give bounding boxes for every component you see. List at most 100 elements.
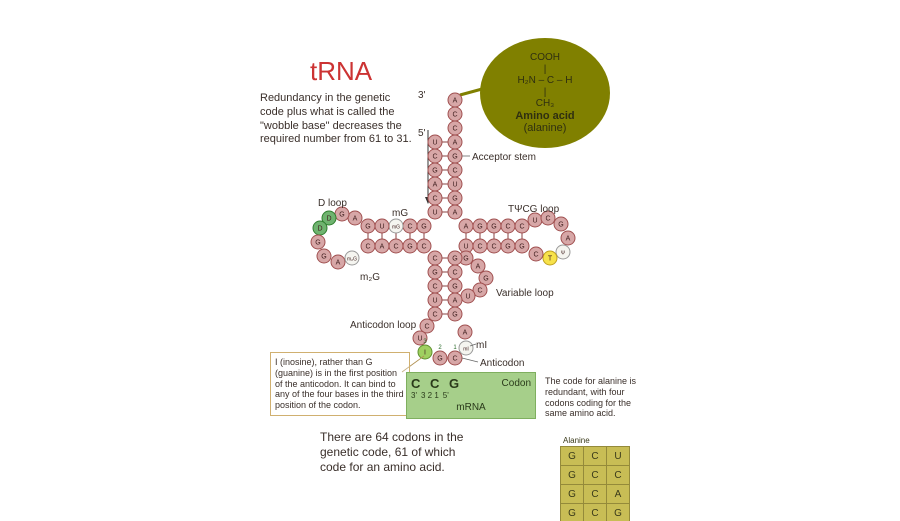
svg-text:G: G	[452, 154, 457, 161]
mg-label: mG	[392, 208, 408, 219]
codon-cell: G	[561, 466, 584, 485]
codon-table-title: Alanine	[563, 436, 590, 445]
svg-text:G: G	[491, 224, 496, 231]
diagram-title: tRNA	[310, 56, 372, 87]
codon-positions: 3 2 1	[421, 391, 439, 400]
mi-label: mI	[476, 340, 487, 351]
amino-formula-3: H₂N – C – H	[517, 75, 572, 87]
svg-text:C: C	[393, 244, 398, 251]
amino-sub: (alanine)	[524, 122, 567, 134]
svg-text:C: C	[452, 112, 457, 119]
svg-text:C: C	[424, 324, 429, 331]
codon-cell: G	[607, 504, 630, 521]
svg-text:C: C	[432, 284, 437, 291]
codon-cell: U	[607, 447, 630, 466]
mrna-5prime: 5'	[443, 391, 449, 400]
svg-text:A: A	[353, 216, 358, 223]
five-prime-label: 5'	[418, 128, 425, 139]
svg-text:C: C	[452, 126, 457, 133]
svg-text:A: A	[566, 236, 571, 243]
svg-text:C: C	[519, 224, 524, 231]
svg-text:C: C	[407, 224, 412, 231]
svg-text:G: G	[452, 196, 457, 203]
inosine-note-box: I (inosine), rather than G (guanine) is …	[270, 352, 410, 416]
svg-text:C: C	[432, 256, 437, 263]
svg-text:Ψ: Ψ	[561, 251, 565, 257]
svg-text:G: G	[463, 256, 468, 263]
codon-label: Codon	[502, 378, 531, 389]
codon-cell: C	[584, 466, 607, 485]
redundancy-text: Redundancy in the genetic code plus what…	[260, 92, 415, 147]
svg-text:C: C	[365, 244, 370, 251]
svg-text:G: G	[407, 244, 412, 251]
amino-name: Amino acid	[515, 110, 574, 122]
svg-text:A: A	[453, 210, 458, 217]
svg-text:U: U	[463, 244, 468, 251]
variable-loop-label: Variable loop	[496, 288, 554, 299]
svg-text:U: U	[379, 224, 384, 231]
amino-formula-5: CH₃	[536, 98, 555, 110]
svg-text:G: G	[558, 222, 563, 229]
svg-text:A: A	[453, 140, 458, 147]
svg-text:A: A	[336, 260, 341, 267]
mrna-codon-bases: C C G	[411, 376, 462, 391]
tpsicg-loop-label: TΨCG loop	[508, 204, 559, 215]
svg-text:G: G	[452, 256, 457, 263]
codon-table: GCUGCCGCAGCG	[560, 446, 630, 521]
svg-text:C: C	[505, 224, 510, 231]
m2g-label: m₂G	[360, 272, 380, 283]
svg-text:G: G	[452, 284, 457, 291]
svg-text:G: G	[477, 224, 482, 231]
svg-text:G: G	[483, 276, 488, 283]
svg-text:G: G	[365, 224, 370, 231]
svg-text:G: G	[432, 168, 437, 175]
svg-text:G: G	[421, 224, 426, 231]
mrna-box: C C G Codon 3' 3 2 1 5' mRNA	[406, 372, 536, 419]
codon-cell: C	[607, 466, 630, 485]
svg-text:G: G	[437, 356, 442, 363]
d-loop-label: D loop	[318, 198, 347, 209]
svg-text:C: C	[477, 288, 482, 295]
svg-text:A: A	[476, 264, 481, 271]
svg-text:C: C	[432, 196, 437, 203]
svg-text:C: C	[491, 244, 496, 251]
svg-text:G: G	[339, 212, 344, 219]
svg-text:A: A	[453, 98, 458, 105]
amino-acid-bubble: COOH | H₂N – C – H | CH₃ Amino acid (ala…	[480, 38, 610, 148]
svg-text:C: C	[432, 312, 437, 319]
svg-text:T: T	[548, 256, 553, 263]
codon-cell: G	[561, 447, 584, 466]
svg-text:1: 1	[453, 345, 457, 351]
svg-text:G: G	[452, 312, 457, 319]
svg-text:C: C	[477, 244, 482, 251]
svg-text:G: G	[432, 270, 437, 277]
svg-text:G: G	[519, 244, 524, 251]
anticodon-loop-label: Anticodon loop	[350, 320, 416, 331]
svg-text:A: A	[433, 182, 438, 189]
svg-text:G: G	[505, 244, 510, 251]
codon-cell: G	[561, 504, 584, 521]
svg-text:I: I	[424, 350, 426, 357]
svg-text:m₂G: m₂G	[347, 257, 357, 263]
svg-text:U: U	[452, 182, 457, 189]
codon-cell: C	[584, 504, 607, 521]
svg-text:U: U	[532, 218, 537, 225]
alanine-note: The code for alanine is redundant, with …	[545, 376, 645, 419]
svg-text:A: A	[463, 330, 468, 337]
svg-text:A: A	[464, 224, 469, 231]
codons-text: There are 64 codons in the genetic code,…	[320, 430, 480, 475]
svg-text:2: 2	[438, 345, 442, 351]
svg-text:C: C	[452, 270, 457, 277]
svg-text:U: U	[465, 294, 470, 301]
amino-formula-2: |	[544, 64, 547, 76]
svg-text:G: G	[321, 254, 326, 261]
svg-text:C: C	[421, 244, 426, 251]
svg-text:U: U	[432, 210, 437, 217]
svg-text:D: D	[326, 216, 331, 223]
svg-text:C: C	[432, 154, 437, 161]
acceptor-stem-label: Acceptor stem	[472, 152, 536, 163]
amino-formula-4: |	[544, 87, 547, 99]
svg-text:U: U	[417, 336, 422, 343]
svg-text:mG: mG	[392, 225, 400, 231]
codon-cell: A	[607, 485, 630, 504]
